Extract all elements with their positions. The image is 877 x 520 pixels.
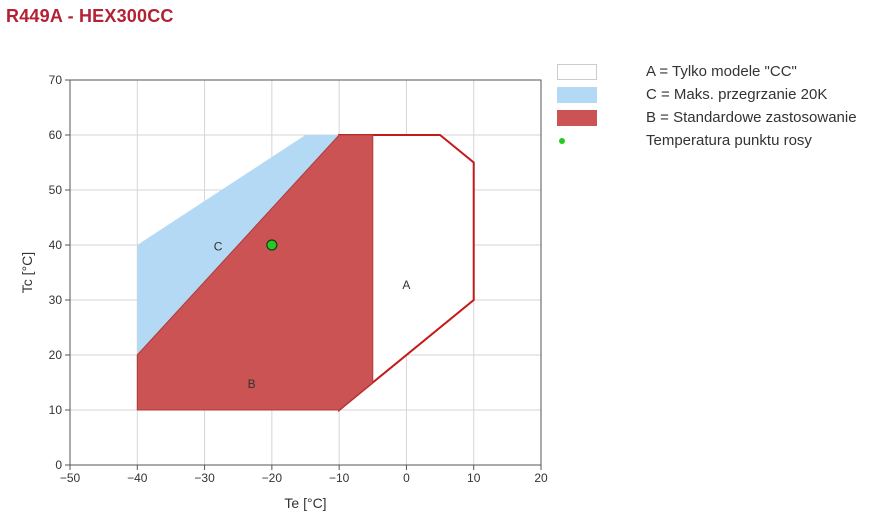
- y-axis-label: Tc [°C]: [19, 252, 35, 293]
- chart-title: R449A - HEX300CC: [6, 6, 174, 26]
- x-tick-label: 20: [534, 471, 548, 485]
- legend-swatch-c: [557, 87, 597, 103]
- x-tick-label: −30: [194, 471, 215, 485]
- labels: A C B: [214, 239, 410, 391]
- y-tick-label: 30: [49, 293, 63, 307]
- legend-dot-dew-point: [559, 138, 565, 144]
- x-tick-label: 0: [403, 471, 410, 485]
- legend-label-c: C = Maks. przegrzanie 20K: [646, 86, 828, 103]
- y-tick-label: 0: [55, 458, 62, 472]
- y-tick-label: 20: [49, 348, 63, 362]
- region-b: [136, 134, 374, 411]
- x-tick-label: −50: [60, 471, 81, 485]
- legend-swatch-b: [557, 110, 597, 126]
- legend-label-dew-point: Temperatura punktu rosy: [646, 132, 812, 149]
- dew-point-marker: [266, 239, 278, 251]
- legend-label-a: A = Tylko modele "CC": [646, 63, 797, 80]
- y-tick-label: 60: [49, 128, 63, 142]
- x-tick-label: −40: [127, 471, 148, 485]
- x-axis-label: Te [°C]: [284, 495, 326, 511]
- y-tick-label: 50: [49, 183, 63, 197]
- axes: −50 −40 −30 −20 −10 0 10 20 0 10 20 30 40 50 60 70 Te [°…: [19, 73, 548, 511]
- y-tick-label: 40: [49, 238, 63, 252]
- plot-frame: [69, 79, 542, 466]
- region-label-c: C: [214, 240, 223, 254]
- y-tick-label: 10: [49, 403, 63, 417]
- legend-swatch-a: [557, 64, 597, 80]
- regions: [136, 134, 475, 413]
- legend-label-b: B = Standardowe zastosowanie: [646, 109, 857, 126]
- region-label-b: B: [248, 377, 256, 391]
- x-tick-label: −20: [262, 471, 283, 485]
- y-tick-label: 70: [49, 73, 63, 87]
- region-label-a: A: [402, 278, 410, 292]
- x-tick-label: −10: [329, 471, 350, 485]
- x-tick-label: 10: [467, 471, 481, 485]
